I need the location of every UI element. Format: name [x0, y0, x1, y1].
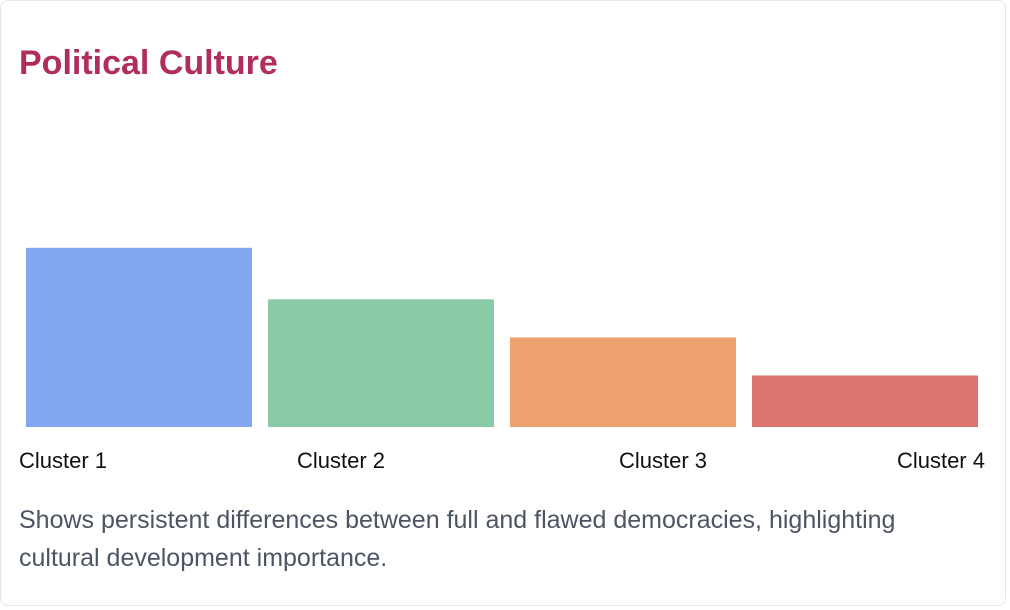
- bar-2: [268, 299, 494, 427]
- x-tick-label-1: Cluster 1: [19, 448, 107, 473]
- card-description: Shows persistent differences between ful…: [19, 506, 896, 572]
- x-tick-label-4: Cluster 4: [897, 448, 985, 473]
- bar-1: [26, 247, 252, 427]
- bar-3: [510, 337, 736, 427]
- x-tick-label-2: Cluster 2: [297, 448, 385, 473]
- card-title: Political Culture: [19, 44, 278, 82]
- x-tick-label-3: Cluster 3: [619, 448, 707, 473]
- bar-4: [752, 375, 978, 427]
- bar-chart: Cluster 1 Cluster 2 Cluster 3 Cluster 4: [19, 247, 985, 473]
